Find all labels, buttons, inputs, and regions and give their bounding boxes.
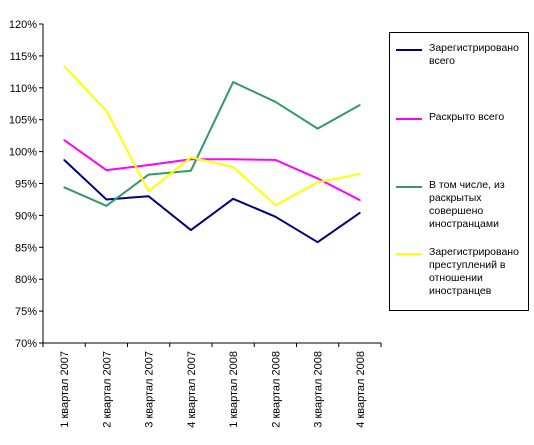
x-tick-label: 2 квартал 2007	[101, 351, 113, 428]
plot-area	[43, 24, 381, 343]
y-tick-label: 70%	[15, 338, 37, 350]
data-point	[274, 215, 277, 218]
data-point	[190, 156, 192, 159]
x-tick-label: 1 квартал 2008	[228, 351, 240, 428]
data-point	[63, 65, 65, 67]
series-line-3	[63, 65, 361, 207]
y-tick-label: 110%	[10, 83, 38, 95]
data-point	[63, 186, 65, 189]
y-tick-label: 100%	[9, 147, 37, 159]
data-point	[359, 104, 361, 106]
x-tick-label: 2 квартал 2008	[270, 351, 282, 428]
y-tick-label: 80%	[15, 274, 37, 286]
data-point	[232, 81, 234, 83]
y-tick-label: 95%	[15, 179, 37, 191]
legend-swatch	[396, 49, 422, 51]
data-point	[190, 229, 192, 231]
data-point	[190, 169, 192, 172]
data-point	[147, 173, 150, 176]
plot-background	[43, 24, 381, 343]
x-tick-label: 1 квартал 2007	[59, 351, 71, 428]
y-tick-label: 115%	[10, 51, 38, 63]
legend-label: Зарегистрировано всего	[429, 42, 519, 67]
data-point	[359, 199, 361, 201]
data-point	[274, 159, 277, 161]
y-axis: 70% 75% 80% 85% 90% 95% 100% 105% 110% 115% 120%	[9, 19, 44, 350]
y-tick-label: 90%	[15, 210, 37, 222]
y-tick-label: 105%	[9, 115, 37, 127]
data-point	[232, 158, 234, 161]
data-point	[274, 101, 277, 103]
series-line-0	[63, 159, 361, 244]
legend-swatch	[396, 118, 422, 120]
legend-label: Раскрыто всего	[429, 111, 505, 123]
x-tick-label: 4 квартал 2007	[186, 351, 198, 428]
data-point	[316, 177, 319, 180]
series-lines	[63, 65, 361, 244]
legend-swatch	[396, 186, 422, 188]
series-line-1	[63, 139, 361, 201]
y-tick-label: 85%	[15, 242, 37, 254]
data-point	[316, 241, 319, 243]
data-point	[232, 166, 234, 168]
y-tick-label: 75%	[15, 306, 37, 318]
legend-swatch	[396, 253, 422, 255]
data-point	[147, 195, 150, 198]
data-point	[105, 169, 108, 171]
data-point	[147, 164, 150, 166]
data-point	[359, 173, 361, 175]
data-point	[105, 205, 108, 207]
legend: Зарегистрировано всего Раскрыто всего В …	[389, 32, 529, 311]
x-tick-label: 3 квартал 2007	[144, 351, 156, 428]
data-point	[232, 198, 234, 200]
legend-label: В том числе, из раскрытых совершено инос…	[429, 179, 505, 230]
y-tick-label: 120%	[9, 19, 37, 31]
data-point	[105, 198, 108, 201]
x-tick-label: 3 квартал 2008	[313, 351, 325, 428]
x-axis: 1 квартал 2007 2 квартал 2007 3 квартал 20…	[42, 342, 382, 428]
data-point	[63, 139, 65, 141]
data-point	[105, 109, 108, 112]
data-point	[359, 212, 361, 214]
x-tick-label: 4 квартал 2008	[355, 351, 367, 428]
data-point	[316, 181, 319, 184]
series-line-2	[63, 81, 361, 207]
data-point	[316, 127, 319, 130]
data-point	[147, 190, 150, 192]
data-point	[63, 159, 65, 161]
data-point	[274, 204, 277, 206]
legend-label: Зарегистрировано преступлений в отношени…	[429, 246, 519, 297]
